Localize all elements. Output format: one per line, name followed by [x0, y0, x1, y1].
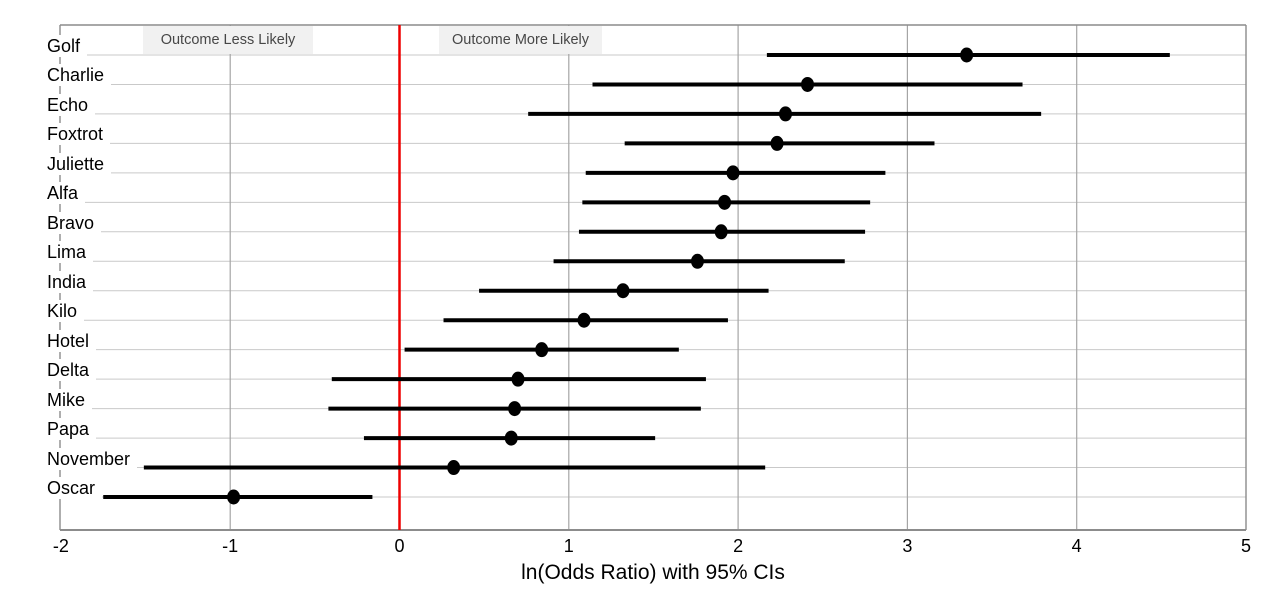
category-label: Charlie [47, 64, 112, 87]
x-tick-label: 0 [394, 536, 405, 556]
x-tick-label: 4 [1071, 536, 1082, 556]
data-point [508, 401, 522, 417]
category-label: Foxtrot [47, 123, 111, 146]
data-point [511, 371, 525, 387]
data-point [535, 342, 549, 358]
annotation-outcome-less-likely: Outcome Less Likely [143, 26, 313, 54]
category-label: Mike [47, 388, 93, 411]
category-label: India [47, 270, 94, 293]
data-point [779, 106, 793, 122]
category-label: Bravo [47, 211, 102, 234]
category-label: Alfa [47, 182, 86, 205]
data-point [714, 224, 728, 240]
x-tick-label: 2 [733, 536, 744, 556]
x-tick-label: 1 [563, 536, 574, 556]
annotation-outcome-more-likely: Outcome More Likely [439, 26, 602, 54]
data-point [616, 283, 630, 299]
category-label: Oscar [47, 477, 103, 499]
category-label: Hotel [47, 329, 97, 352]
category-label: November [47, 447, 138, 470]
data-point [801, 76, 815, 92]
category-label: Golf [47, 35, 88, 57]
data-point [690, 253, 704, 269]
data-point [227, 489, 241, 505]
x-tick-label: 5 [1240, 536, 1252, 556]
category-label: Echo [47, 93, 96, 116]
data-point [770, 135, 784, 151]
category-label: Papa [47, 418, 97, 441]
category-label: Kilo [47, 300, 85, 323]
data-point [447, 460, 461, 476]
x-axis-title: ln(Odds Ratio) with 95% CIs [521, 561, 785, 584]
data-point [718, 194, 732, 210]
category-label: Delta [47, 359, 97, 382]
x-tick-label: 3 [902, 536, 913, 556]
data-point [504, 430, 518, 446]
category-label: Juliette [47, 152, 112, 175]
data-point [726, 165, 740, 181]
category-label: Lima [47, 241, 94, 264]
x-tick-label: -1 [222, 536, 239, 556]
data-point [960, 47, 974, 63]
data-point [577, 312, 591, 328]
x-tick-label: -2 [52, 536, 69, 556]
